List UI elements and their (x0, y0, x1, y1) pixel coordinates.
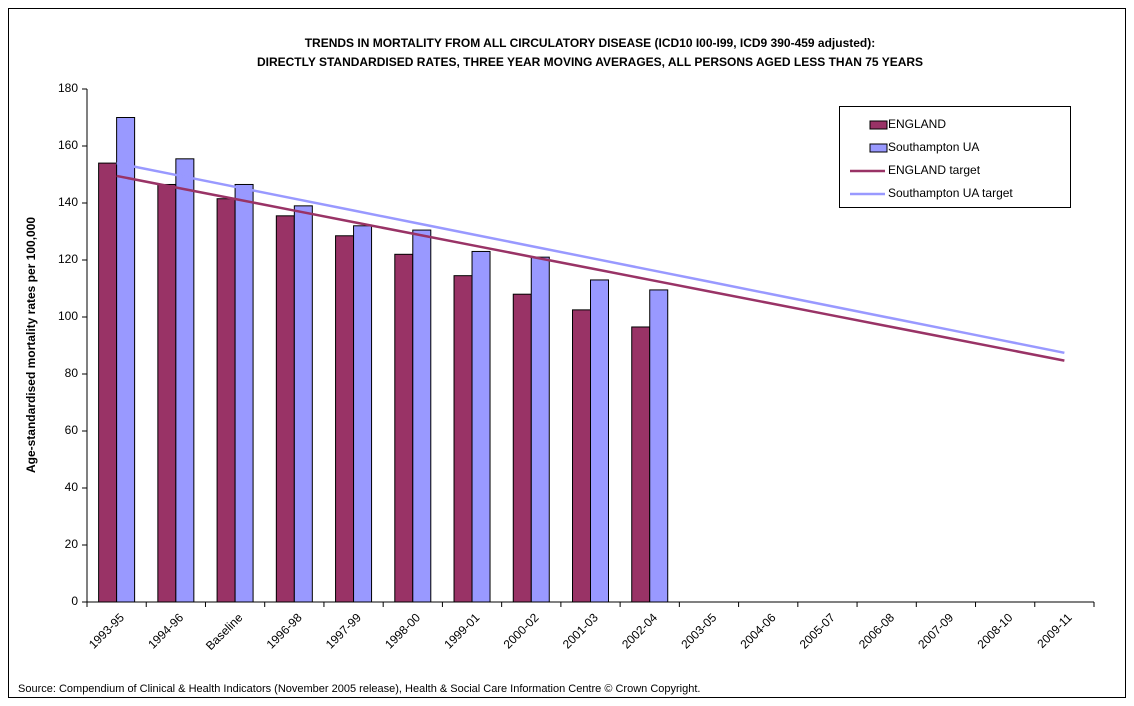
bar (234, 183, 254, 603)
y-tick-label: 80 (65, 366, 79, 380)
bar (530, 256, 550, 603)
bar (649, 289, 669, 603)
legend-label: ENGLAND target (888, 163, 981, 177)
bar (293, 205, 313, 603)
target-line (116, 161, 1065, 355)
bar (412, 229, 432, 603)
bar (157, 183, 177, 603)
y-tick-label: 0 (71, 594, 78, 608)
y-tick-label: 120 (58, 252, 78, 266)
legend-label: Southampton UA target (888, 186, 1013, 200)
legend-swatch (869, 120, 888, 130)
bar (175, 158, 195, 603)
bar (590, 279, 609, 603)
bar (394, 253, 414, 603)
y-tick-label: 140 (58, 195, 78, 209)
chart-subtitle: DIRECTLY STANDARDISED RATES, THREE YEAR … (257, 55, 923, 69)
bar (353, 225, 373, 603)
legend-swatch (869, 143, 888, 153)
bar (631, 326, 651, 603)
bar (335, 235, 355, 603)
bar (275, 215, 295, 603)
y-tick-label: 60 (65, 423, 79, 437)
bar (572, 309, 591, 603)
chart-title: TRENDS IN MORTALITY FROM ALL CIRCULATORY… (305, 36, 876, 50)
bar (512, 293, 532, 603)
y-tick-label: 100 (58, 309, 78, 323)
bar (98, 162, 118, 603)
legend-label: Southampton UA (888, 140, 979, 154)
target-line (116, 174, 1065, 362)
y-tick-label: 180 (58, 81, 78, 95)
bar (216, 198, 236, 603)
y-tick-label: 20 (65, 537, 79, 551)
y-tick-label: 160 (58, 138, 78, 152)
source-note: Source: Compendium of Clinical & Health … (18, 683, 700, 695)
bar (453, 275, 473, 603)
bar (471, 250, 491, 603)
bar (116, 117, 136, 603)
y-tick-label: 40 (65, 480, 79, 494)
legend-label: ENGLAND (888, 117, 946, 131)
y-axis-label: Age-standardised mortality rates per 100… (24, 217, 38, 473)
